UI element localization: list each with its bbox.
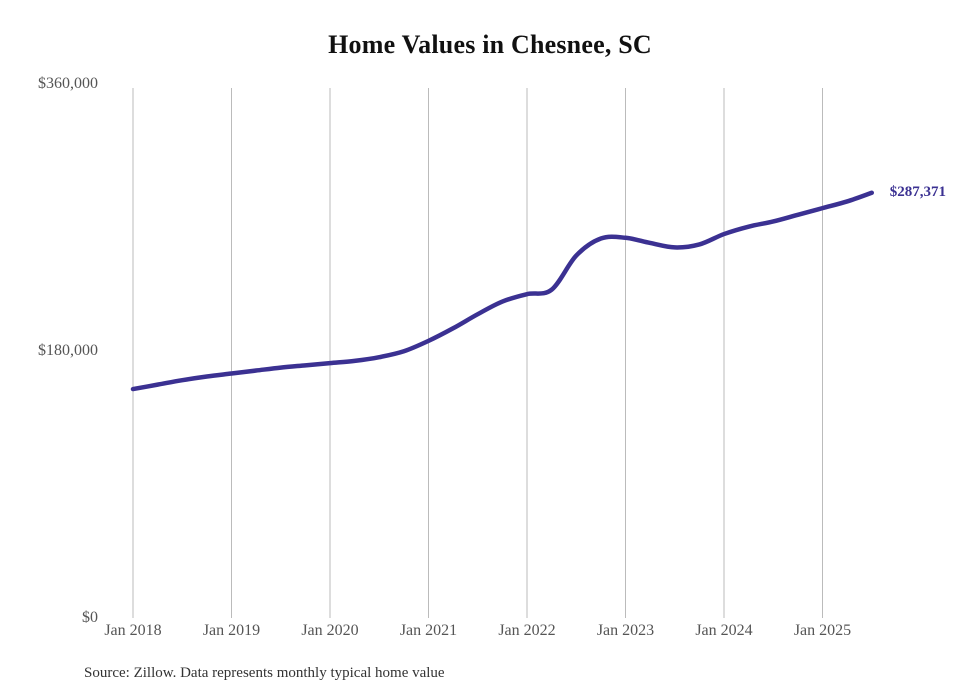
x-axis-tick-label: Jan 2018: [104, 622, 162, 639]
end-value-annotation: $287,371: [889, 183, 946, 200]
x-axis-tick-label: Jan 2019: [202, 622, 261, 639]
y-axis-tick-label-mid: $180,000: [38, 342, 98, 359]
series-line-typical-home-value: [130, 190, 874, 392]
x-axis-tick-label: Jan 2021: [399, 622, 458, 639]
x-axis-tick-label: Jan 2025: [793, 622, 852, 639]
x-axis-tick-label: Jan 2022: [498, 622, 556, 639]
source-caption: Source: Zillow. Data represents monthly …: [84, 665, 445, 681]
y-axis-tick-label-bottom: $0: [82, 609, 98, 626]
x-axis-tick-label: Jan 2023: [596, 622, 655, 639]
chart-title: Home Values in Chesnee, SC: [328, 30, 652, 59]
data-series-group: [130, 190, 874, 392]
x-axis-tick-label: Jan 2024: [695, 622, 753, 639]
x-axis-tick-label: Jan 2020: [301, 622, 359, 639]
y-axis-tick-label-top: $360,000: [38, 75, 98, 92]
gridlines-group: [132, 88, 823, 618]
